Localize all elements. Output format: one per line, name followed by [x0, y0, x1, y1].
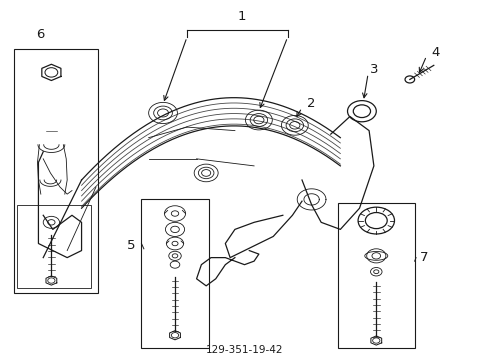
Bar [141, 199, 208, 347]
Text: 129-351-19-42: 129-351-19-42 [205, 345, 283, 355]
Bar [337, 203, 414, 347]
Text: 6: 6 [36, 28, 44, 41]
Text: 4: 4 [430, 46, 439, 59]
Text: 2: 2 [306, 96, 315, 109]
Text: 7: 7 [419, 251, 427, 264]
Text: 1: 1 [237, 10, 246, 23]
Bar [17, 205, 91, 288]
Text: 5: 5 [126, 239, 135, 252]
Bar [15, 49, 98, 293]
Text: 3: 3 [369, 63, 378, 76]
